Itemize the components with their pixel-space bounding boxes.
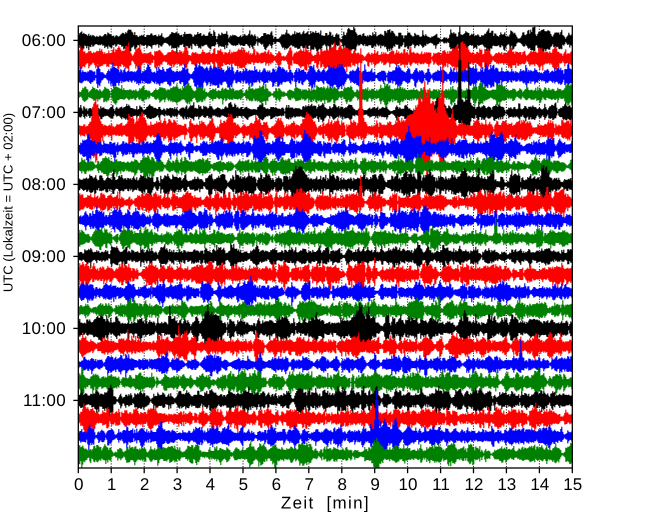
svg-text:8: 8 <box>337 475 346 494</box>
svg-text:UTC (Lokalzeit = UTC + 02:00): UTC (Lokalzeit = UTC + 02:00) <box>0 113 15 292</box>
svg-text:09:00: 09:00 <box>22 247 66 266</box>
svg-text:07:00: 07:00 <box>22 103 66 122</box>
svg-text:Zeit [min]: Zeit [min] <box>281 494 370 513</box>
svg-text:15: 15 <box>563 475 582 494</box>
svg-text:4: 4 <box>206 475 215 494</box>
svg-text:9: 9 <box>370 475 379 494</box>
svg-text:5: 5 <box>239 475 248 494</box>
svg-text:2: 2 <box>140 475 149 494</box>
svg-text:3: 3 <box>173 475 182 494</box>
svg-text:11:00: 11:00 <box>23 391 66 410</box>
svg-text:1: 1 <box>107 475 116 494</box>
svg-text:08:00: 08:00 <box>22 175 66 194</box>
svg-text:0: 0 <box>74 475 83 494</box>
svg-text:10: 10 <box>399 475 418 494</box>
svg-text:14: 14 <box>530 475 549 494</box>
svg-text:11: 11 <box>432 475 450 494</box>
svg-text:12: 12 <box>464 475 483 494</box>
svg-text:7: 7 <box>304 475 313 494</box>
svg-text:13: 13 <box>497 475 516 494</box>
svg-text:10:00: 10:00 <box>22 319 66 338</box>
svg-text:06:00: 06:00 <box>22 31 66 50</box>
svg-text:6: 6 <box>272 475 281 494</box>
